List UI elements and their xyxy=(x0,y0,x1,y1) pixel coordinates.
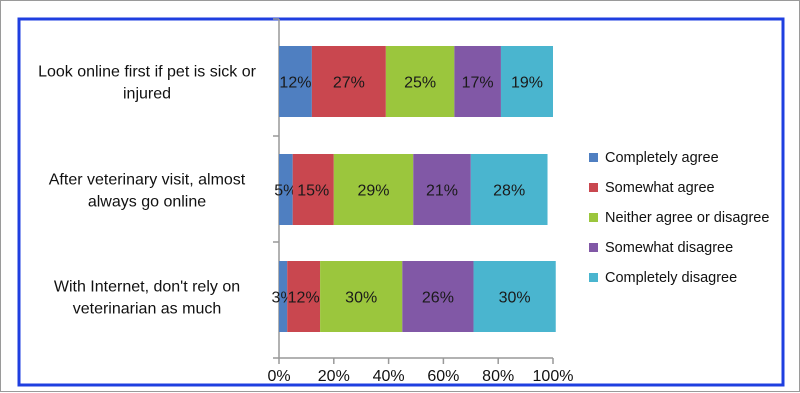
bar-data-label: 5% xyxy=(274,183,297,200)
bar-data-label: 26% xyxy=(422,290,454,307)
legend-label: Somewhat agree xyxy=(605,180,715,196)
bar-data-label: 27% xyxy=(333,75,365,92)
chart-border xyxy=(17,17,785,387)
legend-label: Somewhat disagree xyxy=(605,240,733,256)
bar-segment xyxy=(292,154,334,225)
category-label: After veterinary visit, almost xyxy=(49,172,246,189)
x-tick-label: 80% xyxy=(482,368,514,385)
bar-data-label: 30% xyxy=(345,290,377,307)
x-tick-label: 40% xyxy=(373,368,405,385)
legend-swatch xyxy=(589,183,598,192)
bar-segment xyxy=(402,261,474,332)
legend-label: Neither agree or disagree xyxy=(605,210,769,226)
bar-data-label: 17% xyxy=(462,75,494,92)
bar-segment xyxy=(279,154,293,225)
legend-swatch xyxy=(589,273,598,282)
category-label: Look online first if pet is sick or xyxy=(38,64,257,81)
bar-data-label: 21% xyxy=(426,183,458,200)
category-label: always go online xyxy=(88,194,206,211)
bar-data-label: 12% xyxy=(279,75,311,92)
x-tick-label: 100% xyxy=(533,368,574,385)
bar-data-label: 28% xyxy=(493,183,525,200)
bar-segment xyxy=(287,261,321,332)
category-label: With Internet, don't rely on xyxy=(54,279,240,296)
x-tick-label: 0% xyxy=(267,368,290,385)
bar-segment xyxy=(470,154,548,225)
bar-segment xyxy=(279,46,312,117)
legend-swatch xyxy=(589,153,598,162)
bar-segment xyxy=(385,46,455,117)
bar-data-label: 25% xyxy=(404,75,436,92)
category-label: injured xyxy=(123,86,171,103)
bar-segment xyxy=(279,261,288,332)
category-label: veterinarian as much xyxy=(73,301,222,318)
x-tick-label: 60% xyxy=(427,368,459,385)
bar-data-label: 12% xyxy=(288,290,320,307)
bar-segment xyxy=(500,46,553,117)
x-tick-label: 20% xyxy=(318,368,350,385)
bar-segment xyxy=(320,261,403,332)
bar-data-label: 30% xyxy=(499,290,531,307)
legend-swatch xyxy=(589,213,598,222)
legend-label: Completely agree xyxy=(605,150,719,166)
bar-data-label: 15% xyxy=(297,183,329,200)
bar-segment xyxy=(413,154,471,225)
legend-swatch xyxy=(589,243,598,252)
bar-segment xyxy=(473,261,556,332)
bar-data-label: 29% xyxy=(358,183,390,200)
bar-data-label: 19% xyxy=(511,75,543,92)
legend-label: Completely disagree xyxy=(605,270,737,286)
bar-segment xyxy=(454,46,501,117)
bar-segment xyxy=(333,154,414,225)
bar-segment xyxy=(311,46,386,117)
